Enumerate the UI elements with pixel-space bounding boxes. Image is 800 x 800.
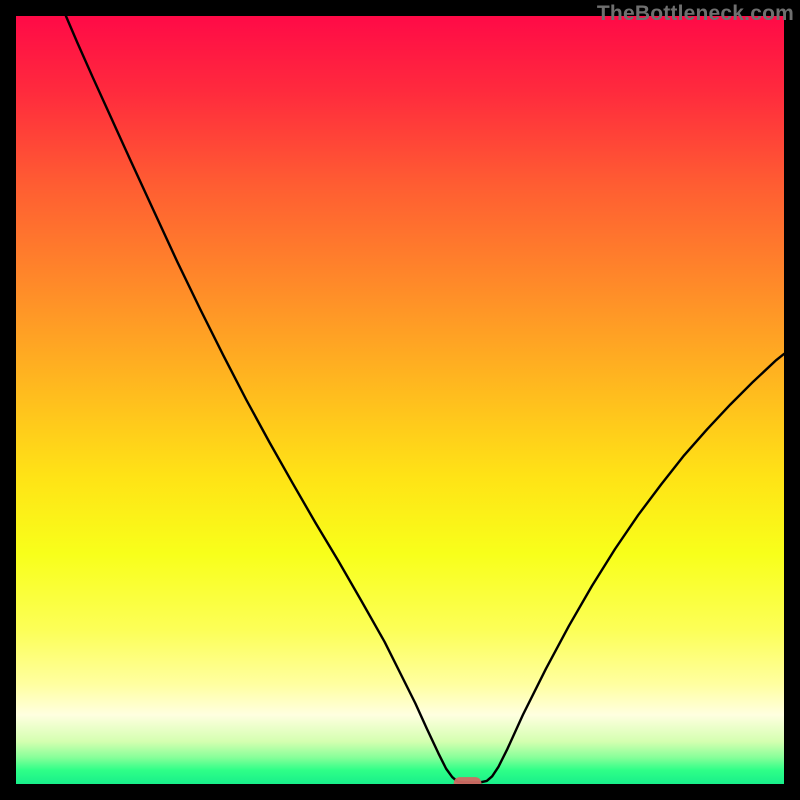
plot-gradient-background xyxy=(16,16,784,784)
chart-stage: TheBottleneck.com xyxy=(0,0,800,800)
chart-svg xyxy=(0,0,800,800)
